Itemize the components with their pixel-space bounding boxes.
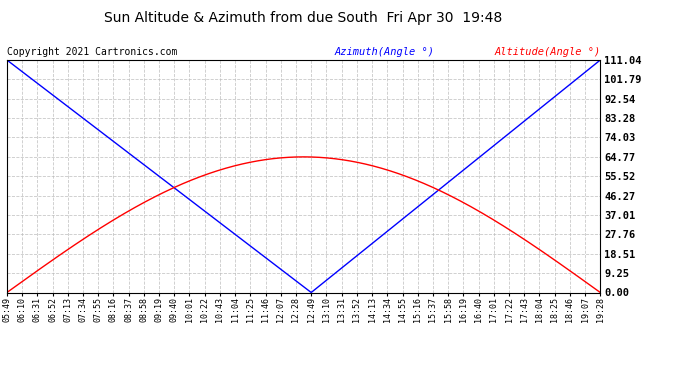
Text: Sun Altitude & Azimuth from due South  Fri Apr 30  19:48: Sun Altitude & Azimuth from due South Fr…: [104, 11, 503, 25]
Text: Copyright 2021 Cartronics.com: Copyright 2021 Cartronics.com: [7, 47, 177, 57]
Text: Azimuth(Angle °): Azimuth(Angle °): [335, 47, 435, 57]
Text: Altitude(Angle °): Altitude(Angle °): [494, 47, 600, 57]
